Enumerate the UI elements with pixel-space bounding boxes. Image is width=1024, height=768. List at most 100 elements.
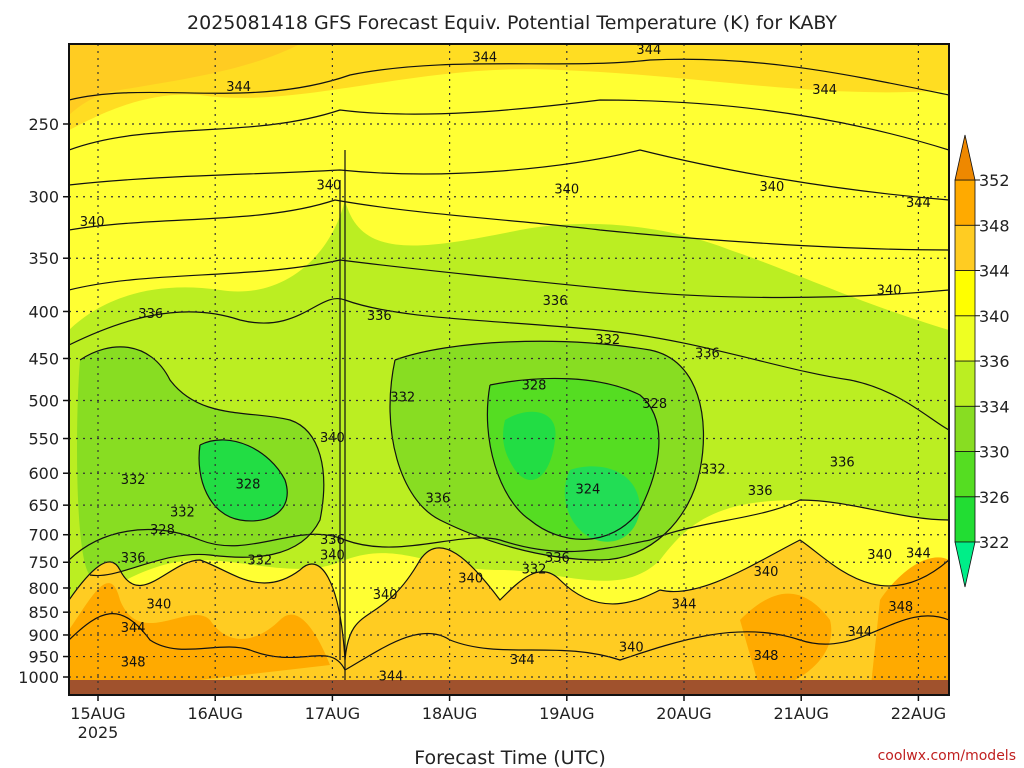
credit-text[interactable]: coolwx.com/models (878, 748, 1016, 764)
colorbar: 352 348 344 340 336 334 330 326 322 (954, 134, 1010, 588)
y-tick-label: 300 (28, 188, 59, 207)
contour-label: 332 (390, 391, 415, 406)
y-tick-label: 550 (28, 430, 59, 449)
y-tick-label: 500 (28, 392, 59, 411)
contour-label: 340 (373, 588, 398, 603)
contour-label: 332 (595, 333, 620, 348)
contour-label: 336 (121, 551, 146, 566)
contour-label: 340 (80, 215, 105, 230)
contour-line-2 (69, 149, 949, 201)
contour-line-4 (69, 259, 949, 299)
y-tick-label: 700 (28, 526, 59, 545)
chart-title: 2025081418 GFS Forecast Equiv. Potential… (187, 12, 837, 34)
colorbar-label: 326 (979, 488, 1010, 507)
y-axis: 250 300 350 400 450 500 550 600 650 700 750 800 850 9… (18, 115, 69, 687)
field-core-min-a (503, 411, 556, 480)
y-tick-label: 750 (28, 553, 59, 572)
x-axis: 15AUG 16AUG 17AUG 18AUG 19AUG 20AUG 21AUG 22AUG (70, 695, 946, 723)
contour-label: 340 (320, 431, 345, 446)
colorbar-band (954, 405, 976, 452)
colorbar-band (954, 360, 976, 407)
y-tick-label: 450 (28, 349, 59, 368)
contour-label: 344 (906, 547, 931, 562)
contour-label: 340 (619, 641, 644, 656)
contour-label: 336 (545, 551, 570, 566)
contour-label: 332 (522, 563, 547, 578)
colorbar-label: 334 (979, 397, 1010, 416)
contour-line-11 (69, 539, 949, 661)
contour-label: 344 (636, 43, 661, 58)
colorbar-label: 330 (979, 443, 1010, 462)
contour-label: 336 (138, 307, 163, 322)
contour-line-0 (69, 58, 949, 101)
colorbar-max-triangle (954, 134, 976, 181)
field-lower-core-east (870, 557, 949, 695)
colorbar-label: 336 (979, 352, 1010, 371)
contour-label: 340 (754, 565, 779, 580)
contour-label: 336 (367, 309, 392, 324)
contour-label: 344 (510, 653, 535, 668)
contour-label: 340 (147, 598, 172, 613)
contour-label: 332 (170, 506, 195, 521)
x-tick-label: 17AUG (305, 704, 360, 723)
colorbar-min-triangle (954, 541, 976, 588)
contour-line-9 (198, 439, 288, 522)
contour-label: 340 (458, 571, 483, 586)
y-tick-label: 800 (28, 579, 59, 598)
y-tick-label: 600 (28, 464, 59, 483)
x-tick-label: 18AUG (422, 704, 477, 723)
contour-label: 344 (472, 51, 497, 66)
contour-line-5 (69, 297, 949, 431)
contour-line-3 (69, 199, 949, 251)
y-tick-label: 250 (28, 115, 59, 134)
y-tick-label: 350 (28, 249, 59, 268)
contour-label: 344 (906, 196, 931, 211)
y-tick-label: 1000 (18, 668, 59, 687)
contour-line-8 (486, 377, 660, 540)
y-tick-label: 850 (28, 603, 59, 622)
contour-label: 336 (425, 491, 450, 506)
colorbar-label: 340 (979, 307, 1010, 326)
contour-label: 344 (121, 621, 146, 636)
x-tick-label: 21AUG (773, 704, 828, 723)
colorbar-band (954, 315, 976, 362)
contour-label: 328 (236, 478, 261, 493)
contour-line-7 (389, 340, 705, 561)
x-tick-label: 20AUG (656, 704, 711, 723)
contour-label: 336 (320, 533, 345, 548)
contour-line-6 (79, 346, 325, 577)
contour-label: 332 (701, 462, 726, 477)
colorbar-band (954, 179, 976, 226)
contour-line-1 (69, 99, 949, 151)
colorbar-band (954, 270, 976, 317)
contour-label: 340 (554, 183, 579, 198)
x-tick-label: 16AUG (187, 704, 242, 723)
field-upper-band (69, 44, 949, 130)
contour-label: 340 (877, 284, 902, 299)
contour-label: 336 (543, 294, 568, 309)
contour-line-10 (69, 499, 949, 561)
contour-label: 344 (226, 80, 251, 95)
contour-line-12 (69, 613, 949, 671)
field-core-min-c (199, 439, 288, 521)
contour-label: 332 (121, 473, 146, 488)
y-tick-label: 400 (28, 302, 59, 321)
field-upper-core (69, 44, 300, 115)
contour-label: 324 (575, 483, 600, 498)
y-tick-label: 950 (28, 648, 59, 667)
contour-label: 328 (150, 523, 175, 538)
x-axis-title: Forecast Time (UTC) (414, 747, 605, 768)
y-tick-label: 650 (28, 496, 59, 515)
contour-label: 340 (759, 180, 784, 195)
colorbar-band (954, 451, 976, 498)
y-tick-label: 900 (28, 626, 59, 645)
contour-label: 336 (830, 456, 855, 471)
contour-label: 344 (812, 83, 837, 98)
contour-label: 328 (642, 397, 667, 412)
surface-terrain (69, 680, 949, 695)
colorbar-label: 348 (979, 216, 1010, 235)
contour-label: 344 (847, 625, 872, 640)
x-axis-year-label: 2025 (78, 723, 119, 742)
colorbar-label: 344 (979, 262, 1010, 281)
